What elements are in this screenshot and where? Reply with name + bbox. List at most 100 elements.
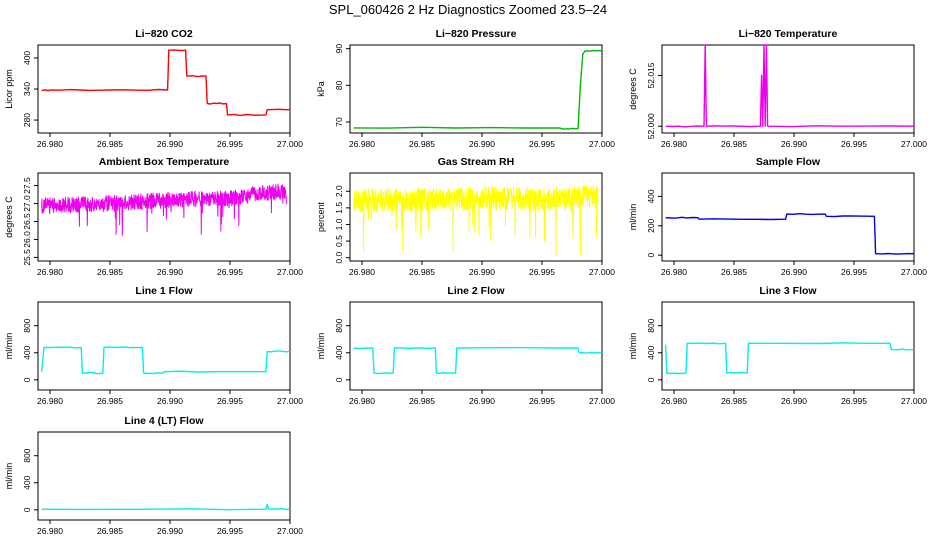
y-tick-label: 80 [334, 80, 344, 90]
x-tick-label: 27.000 [277, 396, 303, 406]
x-tick-label: 26.985 [97, 526, 123, 536]
chart-title: Li−820 Temperature [739, 28, 838, 40]
y-tick-label: 340 [22, 82, 32, 96]
chart-panel: Li−820 Pressure kPa 26.980 26.985 26.990 26.9… [316, 28, 615, 149]
x-tick-label: 26.980 [37, 139, 63, 149]
y-tick-label: 800 [334, 318, 344, 332]
plot-frame [661, 172, 915, 262]
plot-frame [37, 172, 291, 262]
y-tick-label: 0 [646, 253, 656, 258]
data-series-line [41, 49, 290, 117]
y-tick-label: 0.5 [334, 235, 344, 247]
data-series-line [665, 44, 915, 128]
chart-title: Line 2 Flow [447, 285, 505, 297]
x-tick-label: 26.995 [841, 139, 867, 149]
y-tick-label: 400 [22, 345, 32, 359]
y-axis-label: percent [316, 201, 326, 232]
x-tick-label: 26.980 [661, 396, 687, 406]
chart-panel: Sample Flow ml/min 26.980 26.985 26.990 26.99… [628, 156, 927, 277]
x-tick-label: 27.000 [277, 139, 303, 149]
chart-panel: Line 3 Flow ml/min 26.980 26.985 26.990 26.99… [628, 285, 927, 406]
x-tick-label: 26.995 [529, 396, 555, 406]
x-tick-label: 26.985 [721, 396, 747, 406]
y-tick-label: 52.000 [646, 113, 656, 139]
plot-frame [349, 44, 603, 134]
chart-panel: Li−820 CO2 Licor ppm 26.980 26.985 26.990 26.… [4, 28, 303, 149]
x-tick-label: 26.985 [409, 267, 435, 277]
data-series-line [40, 346, 291, 375]
plot-frame [37, 301, 291, 391]
chart-title: Sample Flow [756, 156, 821, 168]
chart-panel: Ambient Box Temperature degrees C 26.980 26… [4, 156, 303, 277]
x-tick-label: 26.995 [217, 526, 243, 536]
x-tick-label: 27.000 [901, 396, 927, 406]
plot-frame [349, 301, 603, 391]
y-tick-label: 400 [646, 189, 656, 203]
data-series-line [664, 342, 915, 375]
chart-title: Ambient Box Temperature [99, 156, 230, 168]
x-tick-label: 26.985 [409, 139, 435, 149]
data-series-line [353, 346, 603, 375]
y-axis-label: kPa [316, 81, 326, 97]
y-axis-label: degrees C [628, 68, 638, 110]
x-tick-label: 27.000 [589, 139, 615, 149]
x-tick-label: 26.995 [217, 267, 243, 277]
x-tick-label: 26.990 [157, 139, 183, 149]
data-series-line [41, 503, 291, 511]
data-series-line [353, 49, 603, 130]
page-title: SPL_060426 2 Hz Diagnostics Zoomed 23.5–… [328, 2, 608, 17]
y-tick-label: 2.0 [334, 185, 344, 197]
y-tick-label: 400 [646, 345, 656, 359]
y-tick-label: 0 [334, 377, 344, 382]
x-tick-label: 26.980 [37, 526, 63, 536]
x-tick-label: 26.985 [409, 396, 435, 406]
x-tick-label: 27.000 [901, 139, 927, 149]
y-tick-label: 0 [22, 507, 32, 512]
x-tick-label: 26.985 [97, 396, 123, 406]
y-tick-label: 1.5 [334, 202, 344, 214]
y-tick-label: 280 [22, 113, 32, 127]
y-axis-label: ml/min [628, 204, 638, 231]
x-tick-label: 26.990 [157, 396, 183, 406]
plot-frame [661, 44, 915, 134]
chart-title: Line 3 Flow [759, 285, 817, 297]
plot-frame [37, 44, 291, 134]
x-tick-label: 26.980 [37, 267, 63, 277]
y-tick-label: 400 [22, 51, 32, 65]
y-tick-label: 0 [646, 377, 656, 382]
x-tick-label: 26.980 [349, 139, 375, 149]
y-tick-label: 400 [22, 475, 32, 489]
x-tick-label: 26.995 [841, 396, 867, 406]
y-tick-label: 70 [334, 117, 344, 127]
y-tick-label: 0.0 [334, 252, 344, 264]
chart-panel: Line 2 Flow ml/min 26.980 26.985 26.990 26.99… [316, 285, 615, 406]
chart-panel: Line 4 (LT) Flow ml/min 26.980 26.985 26.990… [4, 415, 303, 536]
plot-frame [37, 431, 291, 521]
x-tick-label: 26.995 [529, 267, 555, 277]
chart-title: Li−820 CO2 [135, 28, 193, 40]
x-tick-label: 26.990 [469, 267, 495, 277]
x-tick-label: 26.985 [721, 267, 747, 277]
x-tick-label: 26.980 [661, 139, 687, 149]
x-tick-label: 26.995 [841, 267, 867, 277]
y-axis-label: Licor ppm [4, 69, 14, 109]
y-tick-label: 800 [646, 318, 656, 332]
y-axis-label: ml/min [628, 333, 638, 360]
x-tick-label: 26.995 [217, 139, 243, 149]
y-axis-label: degrees C [4, 196, 14, 238]
y-tick-label: 1.0 [334, 218, 344, 230]
data-series-line [665, 212, 915, 255]
x-tick-label: 26.980 [37, 396, 63, 406]
y-tick-label: 25.5 [22, 249, 32, 266]
y-tick-label: 26.5 [22, 213, 32, 230]
data-series-line [41, 183, 287, 236]
plot-frame [661, 301, 915, 391]
chart-title: Line 1 Flow [135, 285, 193, 297]
y-tick-label: 800 [22, 318, 32, 332]
x-tick-label: 26.990 [781, 267, 807, 277]
x-tick-label: 26.995 [217, 396, 243, 406]
x-tick-label: 26.980 [349, 267, 375, 277]
chart-title: Gas Stream RH [438, 156, 514, 168]
x-tick-label: 27.000 [277, 526, 303, 536]
plot-frame [349, 172, 603, 262]
